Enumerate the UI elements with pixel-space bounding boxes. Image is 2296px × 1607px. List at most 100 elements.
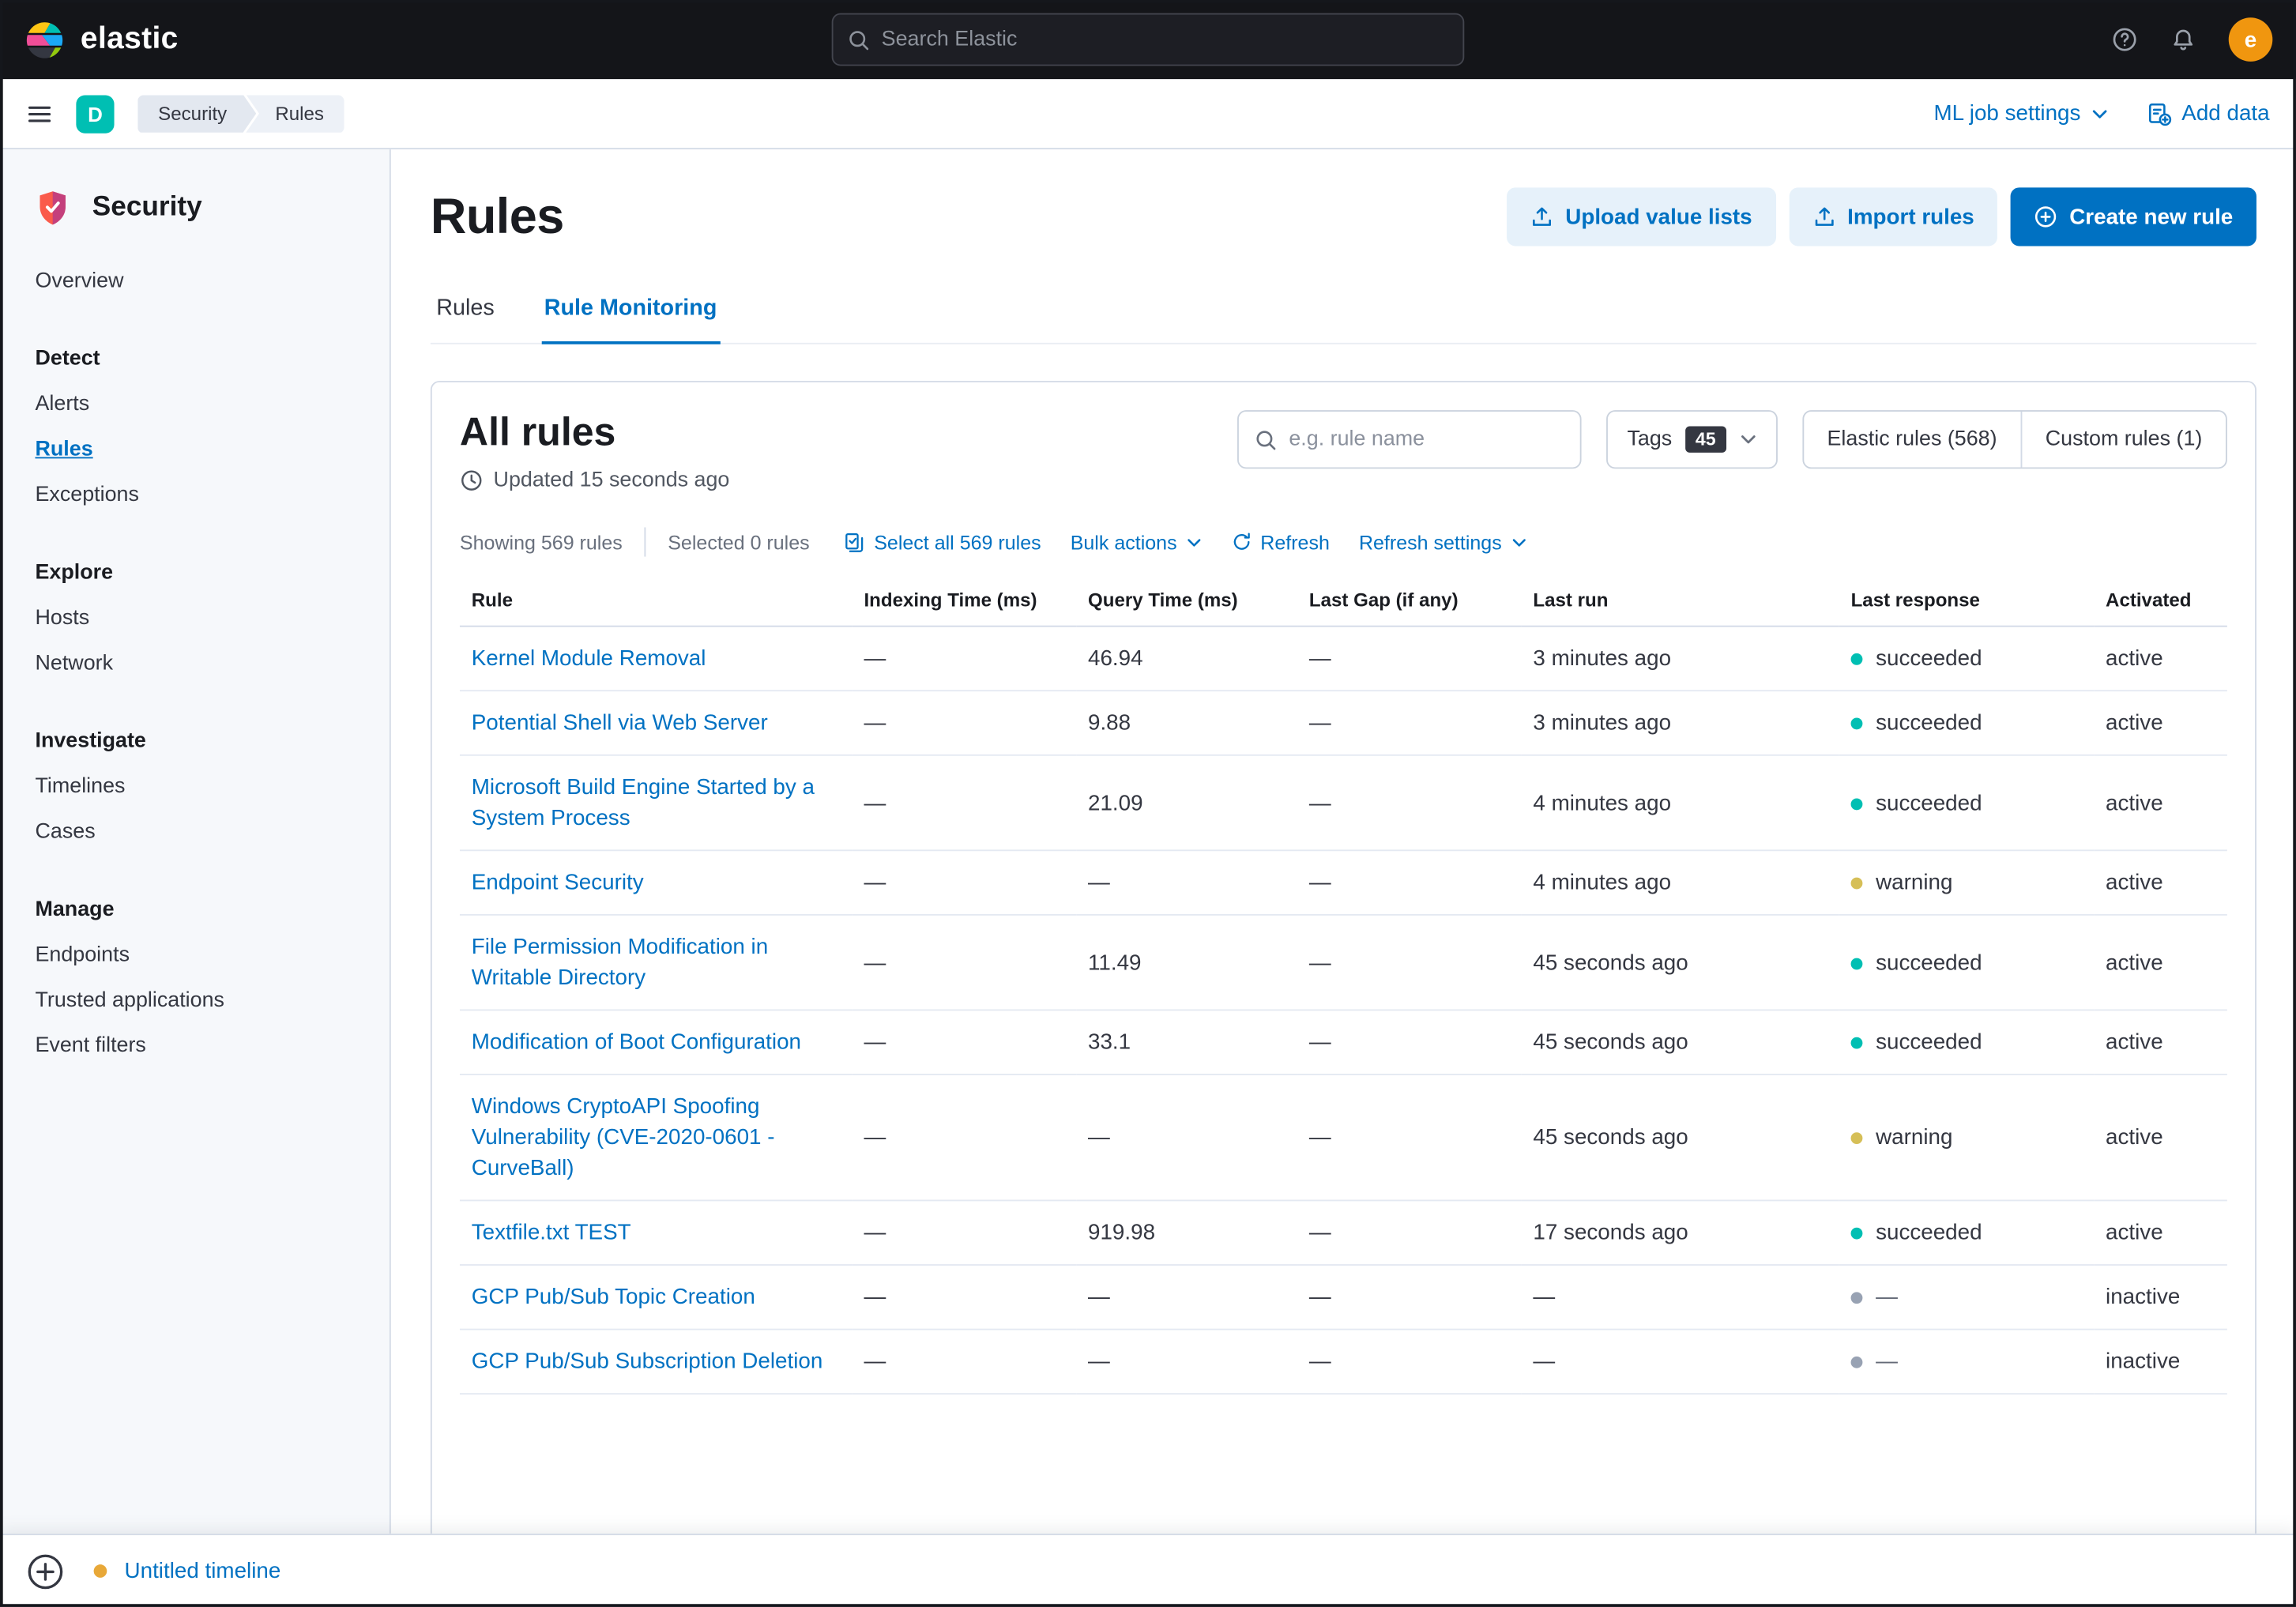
cell-last-run: 45 seconds ago: [1521, 914, 1839, 1011]
table-row: GCP Pub/Sub Subscription Deletion — — — — — in…: [459, 1329, 2227, 1395]
help-icon[interactable]: [2111, 26, 2137, 52]
cell-activated[interactable]: active: [2094, 626, 2227, 692]
column-header-indexing-time-ms: Indexing Time (ms): [852, 580, 1077, 627]
rule-name-link[interactable]: Endpoint Security: [471, 870, 644, 895]
import-rules-label: Import rules: [1847, 204, 1974, 230]
sidebar-item-hosts[interactable]: Hosts: [35, 605, 90, 630]
cell-activated[interactable]: inactive: [2094, 1265, 2227, 1330]
rule-name-link[interactable]: Modification of Boot Configuration: [471, 1029, 802, 1055]
create-new-rule-button[interactable]: Create new rule: [2011, 187, 2256, 247]
rule-name-link[interactable]: Kernel Module Removal: [471, 645, 706, 672]
refresh-button[interactable]: Refresh: [1231, 531, 1330, 553]
cell-last-run: 3 minutes ago: [1521, 626, 1839, 692]
elastic-rules-filter[interactable]: Elastic rules (568): [1827, 427, 1997, 452]
tags-count-badge: 45: [1684, 426, 1726, 453]
rule-name-link[interactable]: File Permission Modification in Writable…: [471, 934, 769, 991]
cell-last-response: succeeded: [1839, 755, 2095, 852]
upload-value-lists-label: Upload value lists: [1565, 204, 1752, 230]
select-all-rules-link[interactable]: Select all 569 rules: [843, 531, 1041, 553]
cell-last-response: succeeded: [1839, 1010, 2095, 1075]
table-row: Potential Shell via Web Server —9.88—3 mi…: [459, 691, 2227, 756]
menu-icon[interactable]: [26, 100, 52, 126]
tab-rule-monitoring[interactable]: Rule Monitoring: [541, 281, 721, 344]
showing-count: Showing 569 rules: [459, 531, 623, 553]
add-data-icon: [2148, 103, 2172, 126]
cell-last-run: 45 seconds ago: [1521, 1010, 1839, 1075]
content-area: Security Overview Detect Alerts Rules Except…: [0, 149, 2296, 1534]
cell-activated[interactable]: active: [2094, 850, 2227, 916]
tab-rules[interactable]: Rules: [436, 295, 495, 322]
cell-last-run: 17 seconds ago: [1521, 1200, 1839, 1266]
all-rules-panel: All rules Updated 15 seconds ago Tags: [430, 381, 2256, 1534]
security-sidebar: Security Overview Detect Alerts Rules Except…: [0, 149, 391, 1534]
panel-title: All rules: [459, 410, 616, 454]
cell-activated[interactable]: active: [2094, 1010, 2227, 1075]
last-response-text: warning: [1876, 1124, 1953, 1150]
ml-job-settings-button[interactable]: ML job settings: [1933, 101, 2108, 126]
cell-last-gap: —: [1297, 626, 1522, 692]
sidebar-item-cases[interactable]: Cases: [35, 819, 96, 844]
cell-activated[interactable]: active: [2094, 755, 2227, 852]
elastic-brand[interactable]: elastic: [24, 18, 179, 61]
cell-last-run: —: [1521, 1265, 1839, 1330]
rule-name-link[interactable]: Textfile.txt TEST: [471, 1220, 631, 1245]
custom-rules-filter[interactable]: Custom rules (1): [2020, 412, 2226, 468]
import-rules-button[interactable]: Import rules: [1788, 187, 1998, 247]
breadcrumb-security[interactable]: Security: [137, 95, 256, 133]
cell-activated[interactable]: inactive: [2094, 1329, 2227, 1395]
sidebar-nav: Overview Detect Alerts Rules Exceptions Explo…: [24, 258, 372, 1067]
space-avatar[interactable]: D: [76, 94, 115, 133]
table-row: Endpoint Security — — —4 minutes ago warning…: [459, 850, 2227, 916]
sidebar-item-endpoints[interactable]: Endpoints: [35, 943, 130, 966]
sidebar-item-rules[interactable]: Rules: [35, 437, 93, 461]
user-avatar[interactable]: e: [2228, 17, 2273, 62]
last-response-text: succeeded: [1876, 1220, 1982, 1245]
rule-search-input[interactable]: [1289, 427, 1564, 452]
newsfeed-icon[interactable]: [2170, 26, 2196, 52]
upload-value-lists-button[interactable]: Upload value lists: [1507, 187, 1776, 247]
cell-rule: Textfile.txt TEST: [459, 1200, 853, 1266]
sidebar-item-timelines[interactable]: Timelines: [35, 773, 126, 798]
sidebar-item-network[interactable]: Network: [35, 651, 114, 675]
cell-activated[interactable]: active: [2094, 1200, 2227, 1266]
rules-table-body: Kernel Module Removal —46.94—3 minutes ag…: [459, 626, 2227, 1395]
cell-activated[interactable]: active: [2094, 1074, 2227, 1202]
global-search[interactable]: [831, 13, 1465, 66]
rule-name-link[interactable]: GCP Pub/Sub Subscription Deletion: [471, 1349, 823, 1375]
rule-name-link[interactable]: Microsoft Build Engine Started by a Syst…: [471, 774, 815, 831]
rule-search[interactable]: [1237, 410, 1582, 469]
elastic-logo-icon: [24, 18, 66, 61]
rule-name-link[interactable]: GCP Pub/Sub Topic Creation: [471, 1285, 755, 1310]
status-dot-success: [1850, 1227, 1863, 1240]
add-data-button[interactable]: Add data: [2147, 101, 2270, 126]
sidebar-item-overview[interactable]: Overview: [35, 269, 124, 292]
bulk-actions-button[interactable]: Bulk actions: [1071, 531, 1202, 553]
last-response-text: succeeded: [1876, 645, 1982, 672]
status-dot-none: [1850, 1292, 1863, 1304]
global-search-input[interactable]: [881, 28, 1448, 51]
table-row: Microsoft Build Engine Started by a Syst…: [459, 755, 2227, 852]
sidebar-item-event-filters[interactable]: Event filters: [35, 1033, 146, 1057]
divider: [644, 527, 646, 557]
add-timeline-icon[interactable]: [26, 1552, 64, 1590]
sidebar-item-alerts[interactable]: Alerts: [35, 391, 90, 416]
status-dot-none: [1850, 1356, 1863, 1368]
sidebar-item-exceptions[interactable]: Exceptions: [35, 482, 139, 506]
rule-name-link[interactable]: Windows CryptoAPI Spoofing Vulnerability…: [471, 1094, 775, 1181]
sidebar-item-trusted-applications[interactable]: Trusted applications: [35, 988, 224, 1012]
timeline-title-link[interactable]: Untitled timeline: [124, 1558, 281, 1584]
panel-title-block: All rules Updated 15 seconds ago: [460, 410, 729, 492]
sidebar-section-manage: Manage: [35, 898, 115, 922]
refresh-settings-label: Refresh settings: [1358, 531, 1502, 553]
tags-filter-button[interactable]: Tags 45: [1606, 410, 1778, 469]
cell-query-time: 46.94: [1076, 626, 1298, 692]
refresh-settings-button[interactable]: Refresh settings: [1359, 531, 1526, 553]
cell-activated[interactable]: active: [2094, 691, 2227, 756]
rule-name-link[interactable]: Potential Shell via Web Server: [471, 710, 768, 736]
cell-query-time: 9.88: [1076, 691, 1298, 756]
rules-table: Rule Indexing Time (ms) Query Time (ms) Las…: [459, 580, 2227, 1395]
cell-activated[interactable]: active: [2094, 914, 2227, 1011]
breadcrumb-rules[interactable]: Rules: [246, 94, 344, 133]
table-row: Kernel Module Removal —46.94—3 minutes ag…: [459, 626, 2227, 692]
cell-last-response: succeeded: [1839, 914, 2095, 1011]
